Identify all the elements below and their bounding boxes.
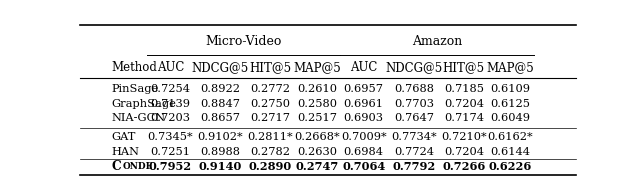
Text: 0.2517: 0.2517 [297, 113, 337, 123]
Text: Method: Method [111, 61, 157, 74]
Text: 0.7139: 0.7139 [150, 99, 190, 109]
Text: HIT@5: HIT@5 [250, 61, 292, 74]
Text: 0.8988: 0.8988 [200, 147, 241, 157]
Text: 0.7064: 0.7064 [342, 161, 385, 172]
Text: 0.6125: 0.6125 [490, 99, 531, 109]
Text: ONDE: ONDE [122, 162, 153, 171]
Text: 0.7174: 0.7174 [444, 113, 484, 123]
Text: 0.2668*: 0.2668* [294, 132, 340, 142]
Text: 0.7203: 0.7203 [150, 113, 190, 123]
Text: 0.2747: 0.2747 [296, 161, 339, 172]
Text: NDCG@5: NDCG@5 [192, 61, 249, 74]
Text: HIT@5: HIT@5 [443, 61, 485, 74]
Text: 0.7204: 0.7204 [444, 147, 484, 157]
Text: Amazon: Amazon [412, 35, 462, 48]
Text: 0.2811*: 0.2811* [248, 132, 293, 142]
Text: 0.2890: 0.2890 [249, 161, 292, 172]
Text: AUC: AUC [350, 61, 378, 74]
Text: 0.9102*: 0.9102* [198, 132, 243, 142]
Text: MAP@5: MAP@5 [486, 61, 534, 74]
Text: C: C [111, 160, 120, 173]
Text: 0.6903: 0.6903 [344, 113, 384, 123]
Text: 0.7266: 0.7266 [442, 161, 486, 172]
Text: 0.6984: 0.6984 [344, 147, 384, 157]
Text: 0.7703: 0.7703 [394, 99, 434, 109]
Text: 0.7185: 0.7185 [444, 84, 484, 94]
Text: 0.2717: 0.2717 [250, 113, 291, 123]
Text: 0.7345*: 0.7345* [147, 132, 193, 142]
Text: HAN: HAN [111, 147, 139, 157]
Text: 0.7688: 0.7688 [394, 84, 434, 94]
Text: 0.6162*: 0.6162* [488, 132, 533, 142]
Text: 0.2772: 0.2772 [250, 84, 291, 94]
Text: 0.7251: 0.7251 [150, 147, 190, 157]
Text: 0.6226: 0.6226 [489, 161, 532, 172]
Text: 0.8657: 0.8657 [200, 113, 241, 123]
Text: 0.7724: 0.7724 [394, 147, 434, 157]
Text: 0.8922: 0.8922 [200, 84, 241, 94]
Text: 0.2610: 0.2610 [297, 84, 337, 94]
Text: Micro-Video: Micro-Video [205, 35, 282, 48]
Text: 0.7734*: 0.7734* [391, 132, 436, 142]
Text: AUC: AUC [157, 61, 184, 74]
Text: 0.7792: 0.7792 [392, 161, 435, 172]
Text: 0.2580: 0.2580 [297, 99, 337, 109]
Text: 0.7009*: 0.7009* [341, 132, 387, 142]
Text: NDCG@5: NDCG@5 [385, 61, 442, 74]
Text: 0.6144: 0.6144 [490, 147, 531, 157]
Text: NIA-GCN: NIA-GCN [111, 113, 165, 123]
Text: 0.6961: 0.6961 [344, 99, 384, 109]
Text: 0.2782: 0.2782 [250, 147, 291, 157]
Text: PinSage: PinSage [111, 84, 158, 94]
Text: 0.2630: 0.2630 [297, 147, 337, 157]
Text: 0.9140: 0.9140 [198, 161, 242, 172]
Text: 0.7210*: 0.7210* [441, 132, 486, 142]
Text: 0.7254: 0.7254 [150, 84, 190, 94]
Text: 0.6109: 0.6109 [490, 84, 531, 94]
Text: 0.7204: 0.7204 [444, 99, 484, 109]
Text: GAT: GAT [111, 132, 136, 142]
Text: 0.6957: 0.6957 [344, 84, 384, 94]
Text: 0.7952: 0.7952 [148, 161, 192, 172]
Text: 0.7647: 0.7647 [394, 113, 434, 123]
Text: 0.2750: 0.2750 [250, 99, 291, 109]
Text: GraphSage: GraphSage [111, 99, 176, 109]
Text: MAP@5: MAP@5 [293, 61, 341, 74]
Text: 0.6049: 0.6049 [490, 113, 531, 123]
Text: 0.8847: 0.8847 [200, 99, 241, 109]
